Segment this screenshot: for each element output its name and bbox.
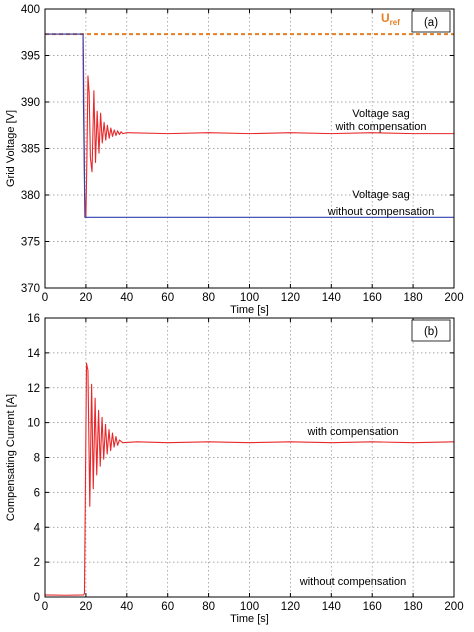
x-tick-label: 60: [161, 601, 174, 613]
series-annotation-1: with compensation: [334, 121, 426, 133]
x-tick-label: 120: [281, 601, 300, 613]
x-tick-label: 0: [42, 601, 48, 613]
x-tick-label: 160: [363, 601, 382, 613]
x-tick-label: 40: [120, 601, 133, 613]
y-axis-label: Grid Voltage [V]: [5, 110, 17, 187]
series-line-1: [45, 33, 454, 218]
series-annotation-1: Voltage sag: [352, 108, 410, 120]
x-tick-label: 200: [444, 292, 463, 304]
y-tick-label: 0: [34, 592, 40, 604]
x-tick-label: 100: [240, 601, 259, 613]
panel-label-box: [411, 10, 451, 33]
x-tick-label: 80: [202, 601, 215, 613]
chart-panel-2: 0 20 40 60 80 100 120 140 160 180 200 0 2 4 6 8 10 12 14 16…: [5, 313, 464, 625]
panel-label: (a): [424, 17, 438, 29]
x-tick-label: 120: [281, 292, 300, 304]
chart-panel-1: 0 20 40 60 80 100 120 140 160 180 200 370 375 380 385 3…: [5, 4, 464, 316]
series-annotation-2: without compensation: [327, 206, 434, 218]
panel-label: (b): [424, 326, 438, 338]
y-tick-label: 14: [27, 348, 40, 360]
series-annotation-2: Voltage sag: [352, 189, 410, 201]
y-tick-label: 4: [34, 522, 41, 534]
y-tick-label: 6: [34, 487, 40, 499]
x-tick-label: 200: [444, 601, 463, 613]
series-line-2: [45, 33, 454, 218]
y-tick-label: 400: [21, 4, 40, 16]
y-tick-label: 8: [34, 453, 40, 465]
y-tick-label: 2: [34, 557, 40, 569]
x-tick-label: 60: [161, 292, 174, 304]
reference-label-subscript: ref: [390, 18, 401, 27]
y-tick-label: 16: [27, 313, 40, 325]
y-tick-label: 380: [21, 190, 40, 202]
y-tick-label: 385: [21, 144, 40, 156]
y-tick-label: 370: [21, 283, 40, 295]
y-tick-label: 10: [27, 418, 40, 430]
x-tick-label: 40: [120, 292, 133, 304]
series-line-1: [44, 362, 455, 596]
y-axis-label: Compensating Current [A]: [5, 394, 17, 521]
series-annotation-1: with compensation: [306, 426, 398, 438]
x-tick-label: 180: [404, 292, 423, 304]
x-tick-label: 140: [322, 601, 341, 613]
x-tick-label: 20: [80, 292, 93, 304]
y-tick-label: 375: [21, 237, 40, 249]
series-annotation-2: without compensation: [299, 576, 406, 588]
x-tick-label: 20: [80, 601, 93, 613]
panel-label-box: [411, 319, 451, 342]
x-tick-label: 180: [404, 601, 423, 613]
y-tick-label: 12: [27, 383, 40, 395]
x-tick-label: 160: [363, 292, 382, 304]
x-tick-label: 100: [240, 292, 259, 304]
x-tick-label: 80: [202, 292, 215, 304]
y-tick-label: 395: [21, 51, 40, 63]
y-tick-label: 390: [21, 97, 40, 109]
x-axis-label: Time [s]: [230, 613, 269, 625]
x-tick-label: 0: [42, 292, 48, 304]
x-tick-label: 140: [322, 292, 341, 304]
x-axis-label: Time [s]: [230, 304, 269, 316]
